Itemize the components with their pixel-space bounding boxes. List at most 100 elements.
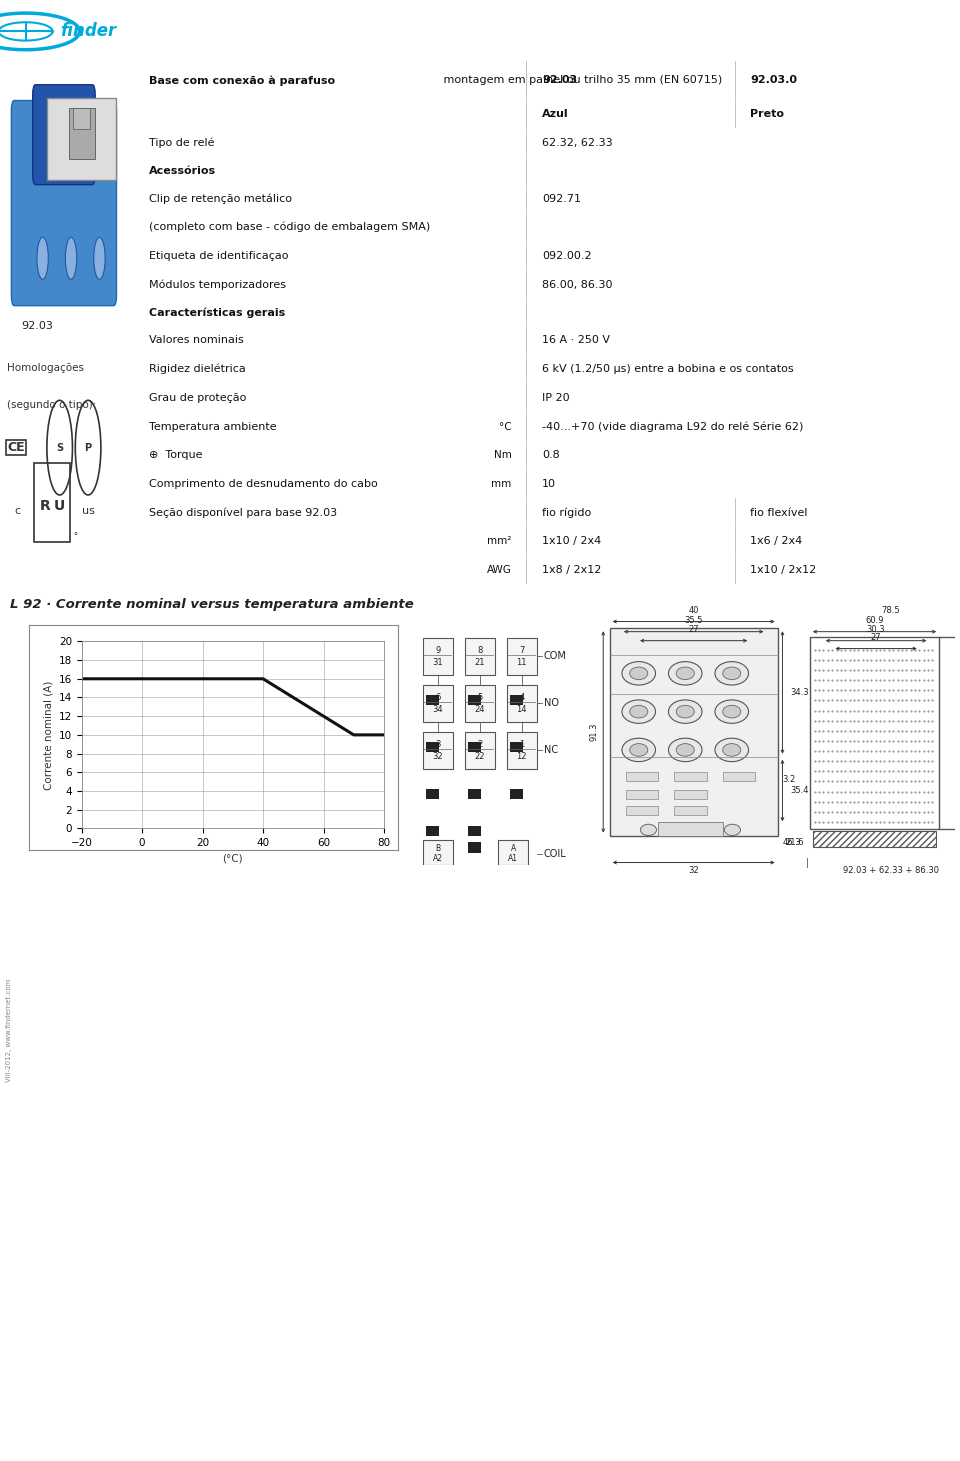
Text: mm: mm [492, 479, 512, 489]
Circle shape [723, 744, 741, 757]
Text: fio flexível: fio flexível [751, 507, 807, 517]
Circle shape [668, 738, 702, 761]
Circle shape [715, 700, 749, 723]
Text: (completo com base - código de embalagem SMA): (completo com base - código de embalagem… [149, 222, 430, 232]
Bar [35, 463, 70, 542]
Text: 3: 3 [435, 739, 441, 748]
Text: 21.6: 21.6 [785, 837, 804, 847]
Bar [813, 831, 936, 847]
Text: us: us [82, 506, 94, 516]
Text: ⊕  Torque: ⊕ Torque [149, 450, 203, 460]
Text: Comprimento de desnudamento do cabo: Comprimento de desnudamento do cabo [149, 479, 377, 489]
FancyBboxPatch shape [507, 638, 537, 675]
Bar [468, 695, 481, 706]
Bar [674, 790, 707, 799]
Circle shape [630, 706, 648, 717]
Text: 35.5: 35.5 [684, 617, 703, 625]
Text: Grau de proteção: Grau de proteção [149, 393, 246, 403]
Text: Rigidez dielétrica: Rigidez dielétrica [149, 364, 246, 374]
Text: (segundo o tipo):: (segundo o tipo): [7, 400, 96, 411]
Text: 91.3: 91.3 [589, 723, 598, 741]
Text: 7: 7 [519, 646, 524, 655]
Text: 092.00.2: 092.00.2 [542, 251, 591, 262]
Text: Preto: Preto [751, 110, 784, 118]
FancyBboxPatch shape [465, 638, 495, 675]
Text: 21: 21 [474, 657, 485, 666]
Text: Valores nominais: Valores nominais [149, 336, 244, 345]
Text: 11: 11 [516, 657, 527, 666]
FancyBboxPatch shape [465, 685, 495, 722]
FancyBboxPatch shape [507, 685, 537, 722]
Text: NO: NO [543, 698, 559, 709]
Text: Homologações: Homologações [7, 364, 84, 374]
Text: °: ° [73, 533, 78, 542]
Text: P: P [84, 443, 91, 453]
FancyBboxPatch shape [422, 840, 453, 865]
Text: NC: NC [543, 745, 558, 755]
FancyBboxPatch shape [498, 840, 528, 865]
Bar [73, 108, 90, 129]
Text: Etiqueta de identificaçao: Etiqueta de identificaçao [149, 251, 288, 262]
Circle shape [724, 824, 740, 836]
Circle shape [676, 668, 694, 679]
Bar [426, 789, 440, 799]
Text: 1x10 / 2x12: 1x10 / 2x12 [751, 565, 817, 576]
Text: 2: 2 [477, 739, 482, 748]
Circle shape [622, 700, 656, 723]
Bar [510, 695, 523, 706]
Text: S: S [56, 443, 63, 453]
Circle shape [65, 237, 77, 279]
Text: 27: 27 [688, 625, 699, 634]
Bar [810, 637, 939, 828]
Circle shape [36, 237, 48, 279]
Text: Módulos temporizadores: Módulos temporizadores [149, 279, 286, 289]
Bar [69, 108, 94, 159]
Text: 6: 6 [435, 693, 441, 701]
Text: 92.03: 92.03 [542, 76, 577, 86]
Bar [426, 742, 440, 752]
Text: CE: CE [7, 441, 25, 454]
Text: mm²: mm² [488, 536, 512, 546]
FancyBboxPatch shape [33, 85, 95, 184]
Text: 34.3: 34.3 [790, 688, 809, 697]
Text: 1x6 / 2x4: 1x6 / 2x4 [751, 536, 803, 546]
Text: 1x10 / 2x4: 1x10 / 2x4 [542, 536, 601, 546]
Text: L 92 · Corrente nominal versus temperatura ambiente: L 92 · Corrente nominal versus temperatu… [10, 599, 414, 611]
Text: U: U [54, 498, 65, 513]
Text: AWG: AWG [487, 565, 512, 576]
Bar [468, 825, 481, 836]
Circle shape [715, 662, 749, 685]
FancyBboxPatch shape [507, 732, 537, 768]
Text: 1x8 / 2x12: 1x8 / 2x12 [542, 565, 601, 576]
Text: IP 20: IP 20 [542, 393, 569, 403]
Text: 32: 32 [688, 866, 699, 875]
Circle shape [640, 824, 657, 836]
Circle shape [630, 668, 648, 679]
Text: 78.5: 78.5 [881, 606, 900, 615]
Text: Temperatura ambiente: Temperatura ambiente [149, 422, 276, 431]
Text: 14: 14 [516, 706, 527, 714]
Bar [510, 789, 523, 799]
Text: A
A1: A A1 [509, 844, 518, 863]
Text: 6 kV (1.2/50 µs) entre a bobina e os contatos: 6 kV (1.2/50 µs) entre a bobina e os con… [542, 364, 794, 374]
Text: 9: 9 [435, 646, 441, 655]
Text: 22: 22 [474, 752, 485, 761]
Bar [510, 742, 523, 752]
Text: 32: 32 [432, 752, 444, 761]
Bar [468, 789, 481, 799]
Circle shape [668, 700, 702, 723]
Text: 4: 4 [519, 693, 524, 701]
Text: Clip de retenção metálico: Clip de retenção metálico [149, 193, 292, 203]
Bar [47, 98, 116, 180]
Text: Azul: Azul [542, 110, 568, 118]
Text: Acessórios: Acessórios [149, 165, 216, 175]
Text: 5: 5 [477, 693, 482, 701]
Text: 3.2: 3.2 [782, 774, 796, 783]
Bar [626, 806, 659, 815]
Text: 60.9: 60.9 [865, 617, 884, 625]
Text: Seção disponível para base 92.03: Seção disponível para base 92.03 [149, 507, 337, 517]
FancyBboxPatch shape [422, 638, 453, 675]
Text: Base com conexão à parafuso: Base com conexão à parafuso [149, 76, 335, 86]
Text: 12: 12 [516, 752, 527, 761]
Text: 27: 27 [871, 633, 881, 641]
